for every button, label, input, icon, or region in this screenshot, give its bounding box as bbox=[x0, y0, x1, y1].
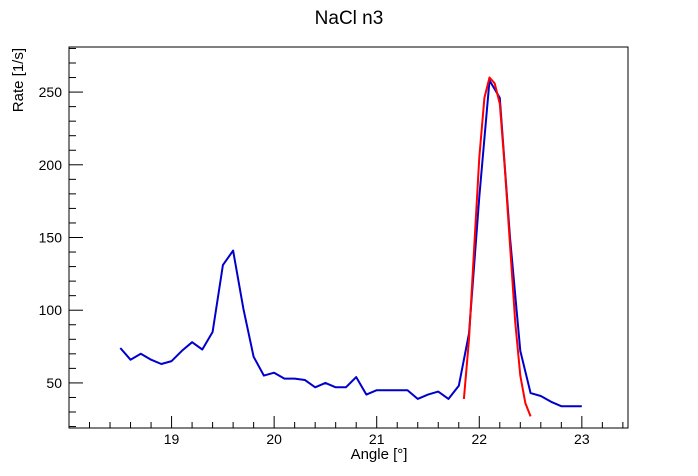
x-axis-ticks: 19 20 21 22 23 bbox=[164, 416, 590, 447]
fit-curve-line bbox=[462, 76, 532, 417]
y-tick-label: 100 bbox=[39, 302, 63, 318]
y-axis-ticks: 50 100 150 200 250 bbox=[39, 84, 83, 391]
y-tick-label: 200 bbox=[39, 157, 63, 173]
y-tick-label: 50 bbox=[46, 375, 62, 391]
x-tick-label: 22 bbox=[471, 431, 487, 447]
x-tick-label: 23 bbox=[574, 431, 590, 447]
x-tick-label: 19 bbox=[164, 431, 180, 447]
x-axis-label: Angle [°] bbox=[351, 446, 408, 463]
x-tick-label: 20 bbox=[266, 431, 282, 447]
chart-title: NaCl n3 bbox=[315, 8, 384, 29]
x-tick-label: 21 bbox=[369, 431, 385, 447]
y-axis-label: Rate [1/s] bbox=[10, 48, 27, 112]
y-axis-minor-ticks bbox=[69, 47, 76, 428]
x-axis-minor-ticks bbox=[89, 422, 624, 428]
y-tick-label: 250 bbox=[39, 84, 63, 100]
series-layer bbox=[119, 76, 582, 417]
y-tick-label: 150 bbox=[39, 230, 63, 246]
